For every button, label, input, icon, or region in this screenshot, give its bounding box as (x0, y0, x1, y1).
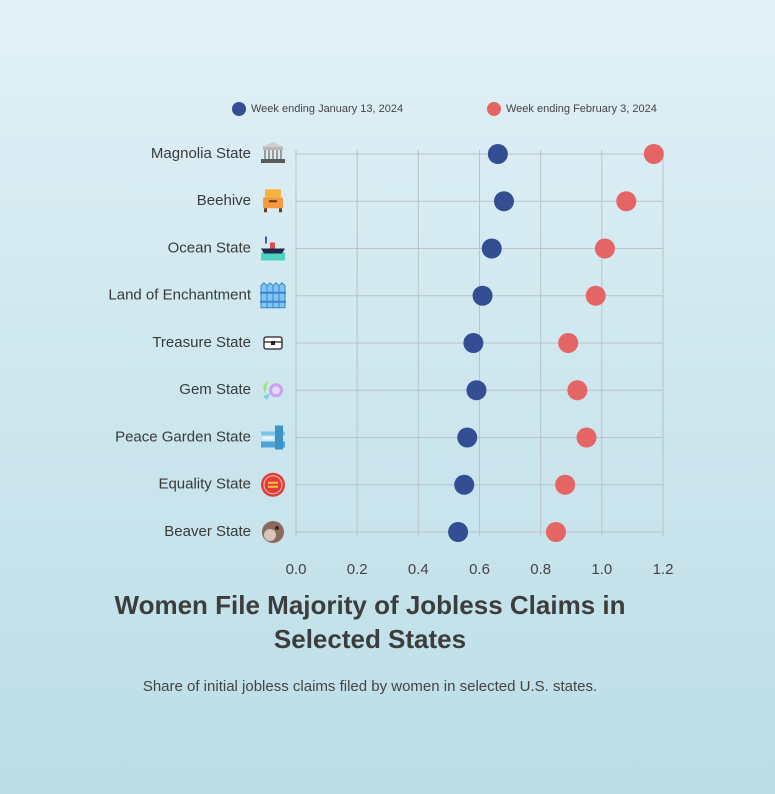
treasure-chest-icon (263, 336, 283, 350)
data-point-jan (466, 380, 487, 401)
data-point-jan (457, 427, 478, 448)
ship-icon (261, 236, 285, 261)
data-point-jan (487, 144, 508, 164)
data-point-feb (576, 427, 597, 448)
chart-subtitle: Share of initial jobless claims filed by… (142, 678, 598, 695)
dot-plot-chart: Week ending January 13, 2024 Week ending… (108, 102, 674, 578)
beehive-icon (263, 189, 283, 213)
legend-marker-feb (487, 102, 501, 116)
x-tick-label: 0.6 (469, 561, 490, 578)
fence-icon (260, 282, 286, 309)
data-point-jan (481, 238, 502, 259)
data-point-jan (463, 333, 484, 353)
data-point-jan (472, 285, 493, 306)
equality-badge-icon (261, 472, 285, 497)
category-label: Treasure State (152, 334, 251, 351)
category-label: Land of Enchantment (108, 287, 251, 304)
garden-arch-icon (261, 425, 285, 450)
x-tick-label: 0.8 (530, 561, 551, 578)
legend-label-jan: Week ending January 13, 2024 (251, 103, 403, 115)
chart-title: Women File Majority of Jobless Claims in… (114, 590, 626, 654)
gem-icon (263, 380, 283, 401)
category-label: Magnolia State (151, 145, 251, 162)
data-points (448, 144, 664, 542)
category-label: Gem State (179, 381, 251, 398)
data-point-feb (643, 144, 664, 164)
data-point-feb (585, 285, 606, 306)
data-point-jan (454, 474, 475, 495)
data-point-feb (558, 333, 579, 353)
x-tick-label: 1.2 (653, 561, 674, 578)
data-point-feb (545, 522, 566, 542)
data-point-feb (594, 238, 615, 259)
x-tick-label: 0.4 (408, 561, 429, 578)
category-label: Ocean State (168, 239, 251, 256)
columned-building-icon (261, 142, 285, 163)
category-labels: Magnolia State Beehive Ocean State Land of … (108, 145, 251, 540)
category-label: Beaver State (164, 523, 251, 540)
category-label: Peace Garden State (115, 428, 251, 445)
category-icons (260, 142, 286, 543)
legend: Week ending January 13, 2024 Week ending… (232, 102, 657, 116)
data-point-feb (567, 380, 588, 401)
x-tick-label: 0.0 (286, 561, 307, 578)
data-point-jan (493, 191, 514, 212)
data-point-jan (448, 522, 469, 542)
x-axis-ticks: 0.0 0.2 0.4 0.6 0.8 1.0 1.2 (286, 561, 674, 578)
category-label: Beehive (197, 192, 251, 209)
legend-marker-jan (232, 102, 246, 116)
data-point-feb (616, 191, 637, 212)
category-label: Equality State (158, 476, 251, 493)
beaver-icon (262, 521, 284, 543)
legend-label-feb: Week ending February 3, 2024 (506, 103, 657, 115)
data-point-feb (555, 474, 576, 495)
x-tick-label: 1.0 (591, 561, 612, 578)
x-tick-label: 0.2 (347, 561, 368, 578)
